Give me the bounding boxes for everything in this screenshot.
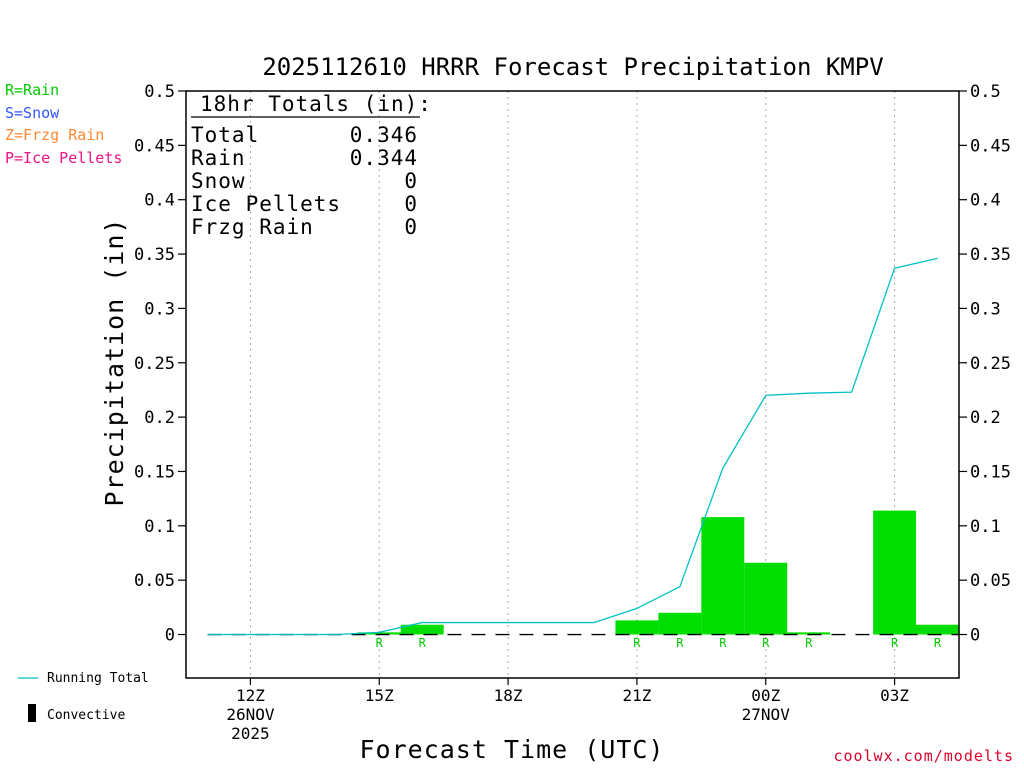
y-tick-label-left-8: 0.4 — [144, 191, 175, 211]
precip-type-label-13: R — [762, 636, 770, 650]
precip-type-label-16: R — [891, 636, 899, 650]
x-tick-sublabel-4-0: 27NOV — [742, 705, 791, 724]
x-tick-label-3: 21Z — [622, 686, 651, 705]
running-total-line — [207, 257, 938, 636]
legend-freezing-rain: Z=Frzg Rain — [5, 126, 105, 144]
x-tick-sublabel-0-1: 2025 — [231, 724, 270, 743]
y-tick-label-left-0: 0 — [165, 626, 175, 646]
precip-bar-16 — [873, 510, 917, 635]
gridlines — [249, 91, 896, 678]
y-tick-label-right-7: 0.35 — [970, 245, 1011, 265]
x-tick-label-0: 12Z — [236, 686, 265, 705]
y-tick-label-right-0: 0 — [970, 626, 980, 646]
convective-key-swatch — [28, 704, 36, 722]
y-tick-label-right-3: 0.15 — [970, 462, 1011, 482]
precip-type-label-5: R — [419, 636, 427, 650]
precip-bar-13 — [744, 562, 788, 635]
x-tick-label-4: 00Z — [751, 686, 780, 705]
precip-bar-10 — [615, 620, 659, 635]
plot-frame — [185, 90, 960, 679]
legend-ice-pellets: P=Ice Pellets — [5, 149, 123, 167]
x-axis-label: Forecast Time (UTC) — [360, 735, 665, 764]
y-tick-label-left-4: 0.2 — [144, 408, 175, 428]
y-tick-label-right-2: 0.1 — [970, 517, 1001, 537]
y-tick-label-left-1: 0.05 — [134, 571, 175, 591]
credit-text: coolwx.com/modelts — [833, 747, 1014, 765]
y-axis-label: Precipitation (in) — [100, 218, 129, 507]
y-tick-label-right-5: 0.25 — [970, 354, 1011, 374]
y-tick-label-right-9: 0.45 — [970, 136, 1011, 156]
y-tick-label-right-1: 0.05 — [970, 571, 1011, 591]
y-tick-label-left-3: 0.15 — [134, 462, 175, 482]
running-total-key-label: Running Total — [47, 671, 149, 686]
precip-bar-5 — [400, 624, 444, 635]
totals-label-total: Total — [191, 123, 259, 147]
y-tick-label-right-10: 0.5 — [970, 82, 1001, 102]
legend-snow: S=Snow — [5, 104, 60, 122]
totals-label-rain: Rain — [191, 146, 246, 170]
chart-title: 2025112610 HRRR Forecast Precipitation K… — [262, 53, 883, 81]
precip-type-label-17: R — [934, 636, 942, 650]
y-axis-left: 0 0.05 0.1 0.15 0.2 0.25 0.3 0.35 0.4 0.45 0.5 — [134, 82, 186, 646]
y-tick-label-right-4: 0.2 — [970, 408, 1001, 428]
y-tick-label-left-6: 0.3 — [144, 299, 175, 319]
totals-value-total: 0.346 — [350, 123, 418, 147]
y-tick-label-left-2: 0.1 — [144, 517, 175, 537]
x-tick-label-5: 03Z — [880, 686, 909, 705]
y-tick-label-right-8: 0.4 — [970, 191, 1001, 211]
precip-bar-14 — [787, 632, 831, 635]
y-tick-label-left-5: 0.25 — [134, 354, 175, 374]
y-tick-label-right-6: 0.3 — [970, 299, 1001, 319]
convective-key-label: Convective — [47, 708, 125, 723]
precip-type-label-4: R — [376, 636, 384, 650]
x-tick-label-2: 18Z — [494, 686, 523, 705]
totals-value-ice-pellets: 0 — [404, 192, 418, 216]
x-tick-sublabel-0-0: 26NOV — [226, 705, 275, 724]
totals-header: 18hr Totals (in): — [200, 92, 432, 116]
precip-bar-11 — [658, 612, 702, 635]
totals-label-ice-pellets: Ice Pellets — [191, 192, 341, 216]
precip-type-label-12: R — [719, 636, 727, 650]
precip-bar-12 — [701, 517, 745, 635]
bars — [357, 510, 959, 635]
totals-value-frzg-rain: 0 — [404, 215, 418, 239]
y-tick-label-left-10: 0.5 — [144, 82, 175, 102]
totals-label-snow: Snow — [191, 169, 246, 193]
precip-bar-4 — [357, 632, 401, 635]
y-axis-right: 0 0.05 0.1 0.15 0.2 0.25 0.3 0.35 0.4 0.45 0.5 — [959, 82, 1011, 646]
totals-value-rain: 0.344 — [350, 146, 418, 170]
legend-rain: R=Rain — [5, 81, 60, 99]
precip-type-label-14: R — [805, 636, 813, 650]
y-tick-label-left-9: 0.45 — [134, 136, 175, 156]
totals-value-snow: 0 — [404, 169, 418, 193]
x-tick-label-1: 15Z — [365, 686, 394, 705]
precip-bar-17 — [916, 624, 959, 635]
totals-label-frzg-rain: Frzg Rain — [191, 215, 314, 239]
precip-type-label-10: R — [633, 636, 641, 650]
totals-box: 18hr Totals (in): Total 0.346 Rain 0.344… — [191, 92, 432, 239]
y-tick-label-left-7: 0.35 — [134, 245, 175, 265]
precip-type-label-11: R — [676, 636, 684, 650]
